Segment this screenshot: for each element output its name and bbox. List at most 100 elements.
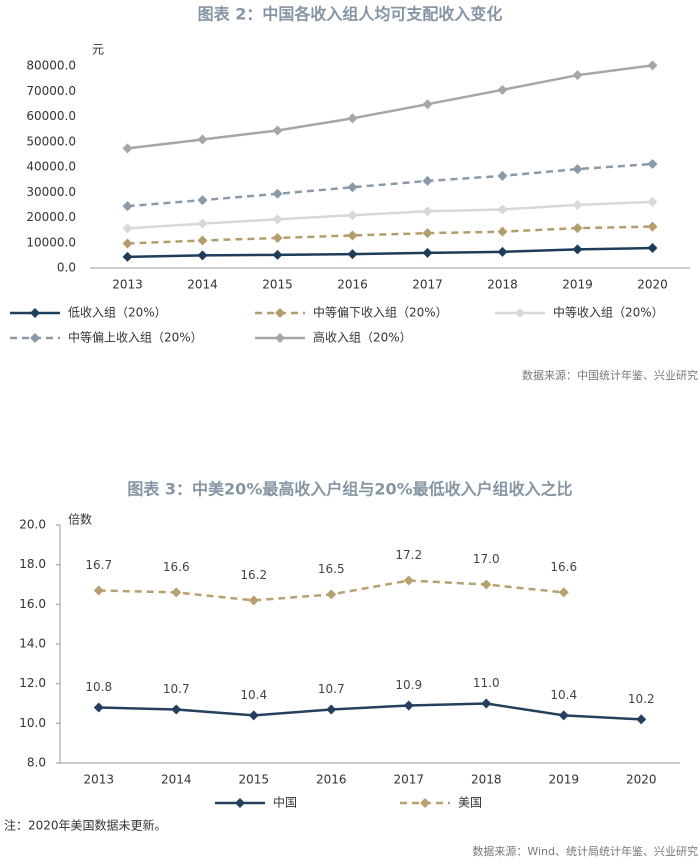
y-tick-label: 80000.0: [26, 59, 76, 73]
x-tick-label: 2013: [112, 278, 143, 292]
data-label: 10.4: [550, 688, 577, 702]
x-tick-label: 2019: [562, 278, 593, 292]
data-label: 10.9: [395, 678, 422, 692]
point-marker: [197, 250, 208, 261]
data-label: 16.2: [240, 568, 267, 582]
y-tick-label: 30000.0: [26, 185, 76, 199]
point-marker: [248, 710, 259, 721]
data-label: 10.4: [240, 688, 267, 702]
point-marker: [272, 249, 283, 260]
point-marker: [122, 223, 133, 234]
legend-label: 低收入组（20%）: [68, 306, 167, 320]
series-line: [127, 225, 653, 245]
series-line: [98, 702, 642, 721]
point-marker: [497, 246, 508, 257]
point-marker: [347, 249, 358, 260]
series-line: [127, 64, 653, 150]
source: 数据来源：Wind、统计局统计年鉴、兴业研究: [472, 844, 698, 858]
legend-label: 中等偏上收入组（20%）: [68, 330, 203, 345]
data-label: 10.7: [318, 682, 345, 696]
series-line: [127, 200, 653, 230]
legend-marker: [30, 308, 40, 318]
legend-marker: [235, 798, 245, 808]
data-label: 17.0: [473, 552, 500, 566]
legend-label: 中等偏下收入组（20%）: [313, 305, 448, 320]
y-tick-label: 70000.0: [26, 84, 76, 98]
y-tick-label: 60000.0: [26, 109, 76, 123]
point-marker: [558, 710, 569, 721]
x-tick-label: 2014: [161, 773, 192, 787]
point-marker: [497, 204, 508, 215]
legend-marker: [515, 308, 525, 318]
point-marker: [122, 251, 133, 262]
y-tick-label: 14.0: [19, 637, 46, 651]
point-marker: [572, 199, 583, 210]
point-marker: [422, 206, 433, 217]
x-tick-label: 2018: [487, 278, 518, 292]
x-tick-label: 2017: [412, 278, 443, 292]
point-marker: [171, 704, 182, 715]
x-tick-label: 2016: [316, 773, 347, 787]
point-marker: [347, 113, 358, 124]
point-marker: [647, 60, 658, 71]
point-marker: [326, 704, 337, 715]
point-marker: [326, 589, 337, 600]
point-marker: [636, 714, 647, 725]
point-marker: [122, 238, 133, 249]
point-marker: [403, 700, 414, 711]
data-label: 10.2: [628, 692, 655, 706]
point-marker: [272, 214, 283, 225]
point-marker: [197, 218, 208, 229]
y-tick-label: 50000.0: [26, 134, 76, 148]
point-marker: [422, 99, 433, 110]
data-label: 11.0: [473, 676, 500, 690]
point-marker: [347, 210, 358, 221]
point-marker: [572, 244, 583, 255]
chart-title: 图表 2：中国各收入组人均可支配收入变化: [198, 5, 503, 24]
x-tick-label: 2020: [626, 773, 657, 787]
point-marker: [481, 579, 492, 590]
x-tick-label: 2015: [238, 773, 269, 787]
x-tick-label: 2018: [471, 773, 502, 787]
point-marker: [197, 134, 208, 145]
point-marker: [93, 585, 104, 596]
point-marker: [481, 698, 492, 709]
data-label: 17.2: [395, 548, 422, 562]
point-marker: [197, 195, 208, 206]
legend-label: 高收入组（20%）: [313, 330, 412, 345]
point-marker: [272, 125, 283, 136]
legend-marker: [275, 308, 285, 318]
x-tick-label: 2016: [337, 278, 368, 292]
x-tick-label: 2015: [262, 278, 293, 292]
x-tick-label: 2013: [83, 773, 114, 787]
point-marker: [422, 175, 433, 186]
point-marker: [497, 84, 508, 95]
point-marker: [171, 587, 182, 598]
y-tick-label: 0.0: [57, 261, 76, 275]
note: 注：2020年美国数据未更新。: [4, 818, 167, 833]
point-marker: [422, 247, 433, 258]
y-tick-label: 20000.0: [26, 210, 76, 224]
point-marker: [647, 243, 658, 254]
point-marker: [347, 230, 358, 241]
point-marker: [647, 159, 658, 170]
y-tick-label: 18.0: [19, 557, 46, 571]
y-tick-label: 10.0: [19, 716, 46, 730]
data-label: 16.6: [550, 560, 577, 574]
legend-label: 美国: [458, 796, 482, 810]
source: 数据来源：中国统计年鉴、兴业研究: [522, 368, 698, 382]
y-tick-label: 16.0: [19, 597, 46, 611]
data-label: 10.8: [85, 680, 112, 694]
point-marker: [272, 232, 283, 243]
point-marker: [647, 221, 658, 232]
y-tick-label: 8.0: [27, 756, 46, 770]
series-line: [127, 246, 653, 259]
point-marker: [403, 575, 414, 586]
y-axis-label: 倍数: [68, 512, 92, 527]
legend-label: 中国: [273, 795, 297, 810]
legend-label: 中等收入组（20%）: [553, 305, 664, 320]
point-marker: [347, 182, 358, 193]
point-marker: [122, 143, 133, 154]
x-tick-label: 2020: [637, 278, 668, 292]
